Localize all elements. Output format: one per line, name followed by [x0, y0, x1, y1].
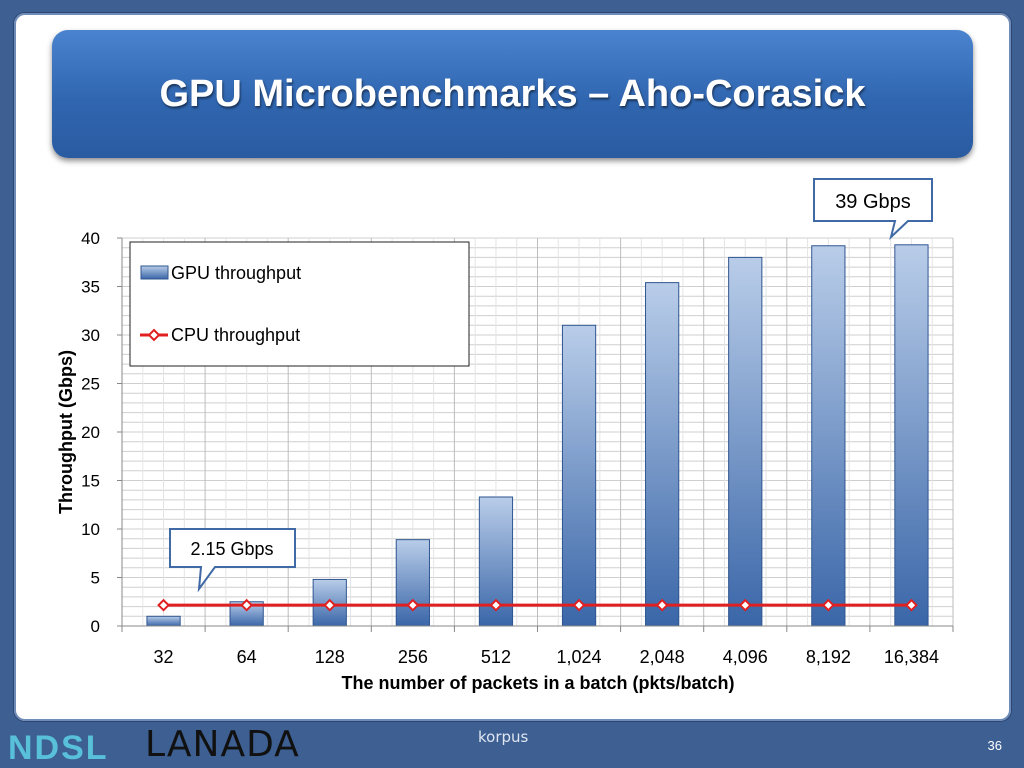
callout-2-15gbps: 2.15 Gbps — [169, 528, 296, 593]
callout-top-text: 39 Gbps — [835, 191, 911, 213]
x-tick-label: 8,192 — [806, 647, 851, 667]
gpu-bar — [645, 282, 680, 627]
cpu-point — [821, 598, 835, 612]
gpu-bars — [146, 244, 929, 627]
x-tick-label: 64 — [237, 647, 257, 667]
legend-gpu-label: GPU throughput — [171, 263, 301, 283]
cpu-point — [406, 598, 420, 612]
y-axis-title: Throughput (Gbps) — [56, 350, 76, 514]
legend-gpu-swatch — [140, 265, 169, 280]
y-tick-label: 35 — [81, 278, 100, 297]
x-tick-label: 1,024 — [557, 647, 602, 667]
cpu-point — [240, 598, 254, 612]
chart-axes: 0 5 10 15 20 25 30 35 40 32 64 128 256 512 1,024 2,048 4… — [81, 229, 954, 667]
x-tick-label: 2,048 — [640, 647, 685, 667]
cpu-point — [489, 598, 503, 612]
page-number: 36 — [987, 738, 1002, 753]
callout-39gbps: 39 Gbps — [813, 178, 933, 241]
korpus-logo: korpus — [478, 728, 529, 746]
legend-cpu-swatch-marker — [147, 328, 161, 342]
x-tick-label: 32 — [154, 647, 174, 667]
callout-bottom-text: 2.15 Gbps — [190, 539, 273, 559]
cpu-point — [738, 598, 752, 612]
y-tick-label: 0 — [91, 617, 100, 636]
slide-title: GPU Microbenchmarks – Aho-Corasick — [159, 72, 866, 115]
x-tick-label: 256 — [398, 647, 428, 667]
cpu-point — [157, 598, 170, 612]
x-tick-label: 16,384 — [884, 647, 939, 667]
gpu-bar — [728, 256, 763, 627]
x-tick-label: 4,096 — [723, 647, 768, 667]
cpu-point — [905, 598, 918, 612]
cpu-line — [157, 598, 918, 612]
y-tick-label: 15 — [81, 472, 100, 491]
title-bar: GPU Microbenchmarks – Aho-Corasick — [52, 30, 973, 158]
y-tick-label: 30 — [81, 326, 100, 345]
chart-legend: GPU throughput CPU throughput — [129, 241, 470, 367]
legend-cpu-label: CPU throughput — [171, 325, 300, 345]
x-tick-label: 512 — [481, 647, 511, 667]
y-tick-label: 20 — [81, 423, 100, 442]
gpu-bar — [395, 539, 430, 627]
gpu-bar — [894, 244, 929, 627]
cpu-point — [323, 598, 337, 612]
cpu-point — [572, 598, 586, 612]
gpu-bar — [561, 324, 597, 627]
gpu-bar — [146, 615, 181, 627]
cpu-point — [655, 598, 669, 612]
ndsl-logo: NDSL — [8, 729, 109, 767]
y-tick-label: 25 — [81, 375, 100, 394]
y-tick-label: 40 — [81, 229, 100, 248]
lanada-logo: LANADA — [145, 724, 300, 765]
gpu-bar — [811, 245, 846, 627]
x-axis-title: The number of packets in a batch (pkts/b… — [341, 673, 734, 693]
gpu-bar — [312, 578, 347, 627]
y-tick-label: 5 — [91, 569, 100, 588]
x-tick-label: 128 — [315, 647, 345, 667]
y-tick-label: 10 — [81, 520, 100, 539]
